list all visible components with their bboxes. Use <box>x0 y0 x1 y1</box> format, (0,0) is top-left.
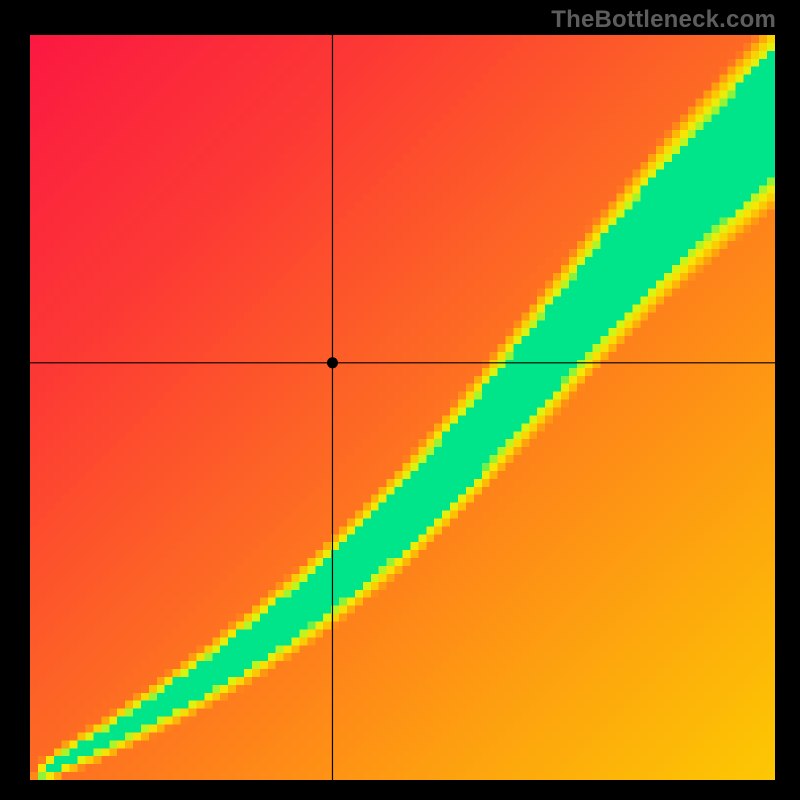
heatmap-canvas <box>30 35 775 780</box>
plot-area <box>30 35 775 780</box>
attribution-text: TheBottleneck.com <box>551 6 776 34</box>
figure-container: TheBottleneck.com <box>0 0 800 800</box>
